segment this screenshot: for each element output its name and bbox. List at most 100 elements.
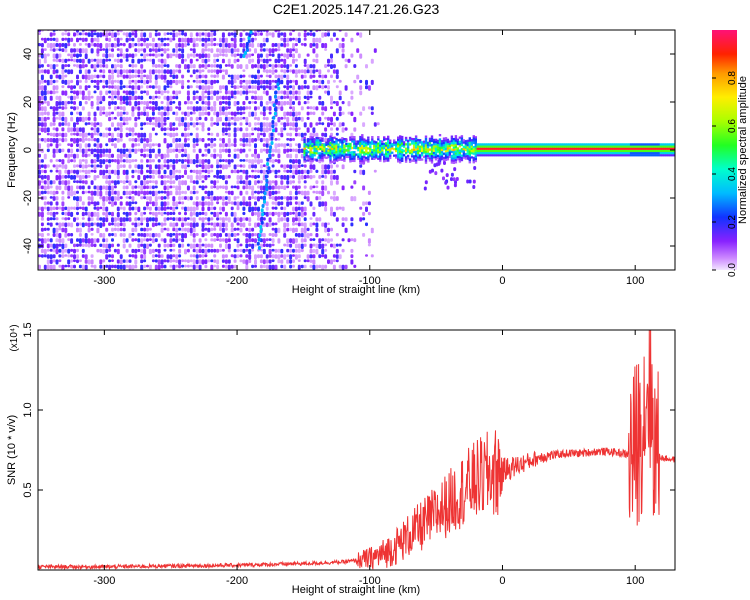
- spectrogram-cell: [40, 233, 44, 238]
- spectrogram-cell: [146, 111, 149, 117]
- spectrogram-cell: [324, 169, 328, 175]
- spectrogram-cell: [105, 211, 109, 218]
- tone-cell: [319, 137, 322, 140]
- spectrogram-cell: [46, 116, 50, 120]
- spectrogram-cell: [195, 180, 199, 185]
- tone-cell: [584, 143, 587, 146]
- spectrogram-cell: [321, 248, 325, 255]
- spectrogram-cell: [73, 153, 76, 159]
- spectrogram-cell: [251, 64, 255, 69]
- tone-cell: [468, 161, 471, 164]
- spectrogram-cell: [230, 227, 234, 233]
- spectrogram-cell: [204, 111, 208, 116]
- spectrogram-cell: [137, 233, 141, 237]
- tone-cell: [450, 139, 454, 143]
- spectrogram-cell: [350, 254, 354, 259]
- tone-cell: [574, 154, 577, 157]
- spectrogram-cell: [286, 74, 290, 80]
- tone-cell: [580, 151, 583, 155]
- tone-cell: [307, 150, 310, 154]
- tone-cell: [530, 147, 533, 150]
- spectrogram-cell: [303, 233, 307, 238]
- tone-cell: [319, 152, 322, 155]
- tone-cell: [592, 143, 595, 146]
- spectrogram-cell: [245, 264, 249, 270]
- spectrogram-cell: [169, 53, 173, 59]
- tone-cell: [506, 154, 509, 157]
- spectrogram-cell: [84, 37, 88, 42]
- spectrogram-cell: [169, 27, 172, 30]
- spectrogram-cell: [172, 101, 176, 104]
- spectrogram-cell: [315, 43, 319, 49]
- spectrogram-cell: [184, 138, 187, 143]
- tone-cell: [647, 151, 651, 155]
- spectrogram-cell: [160, 190, 164, 194]
- spectrogram-cell: [303, 169, 307, 174]
- tone-cell: [625, 145, 629, 148]
- spectrogram-cell: [93, 164, 97, 170]
- tone-cell: [665, 147, 669, 150]
- spectrogram-cell: [96, 227, 100, 234]
- spectrogram-cell: [312, 238, 316, 241]
- tone-cell: [528, 149, 531, 153]
- tone-cell: [325, 143, 328, 146]
- tone-cell: [450, 142, 454, 145]
- spectrogram-cell: [99, 148, 103, 154]
- tone-cell: [647, 149, 651, 153]
- spectrogram-cell: [362, 211, 366, 216]
- tone-cell: [331, 154, 334, 157]
- tone-cell: [349, 145, 352, 148]
- spectrogram-cell: [61, 254, 65, 258]
- tone-cell: [546, 154, 549, 157]
- spectrogram-cell: [78, 64, 82, 69]
- spectrogram-cell: [204, 264, 208, 269]
- spectrogram-cell: [131, 106, 135, 112]
- spectrogram-cell: [43, 264, 47, 270]
- spectrogram-cell: [257, 64, 260, 69]
- spectrogram-cell: [210, 95, 214, 100]
- spectrogram-cell: [262, 169, 266, 175]
- tone-cell: [538, 151, 541, 155]
- tone-cell: [484, 154, 487, 157]
- spectrogram-cell: [113, 101, 117, 105]
- tone-cell: [604, 147, 607, 150]
- spectrogram-cell: [195, 254, 199, 259]
- spectrogram-cell: [210, 201, 214, 206]
- spectrogram-cell: [38, 264, 41, 270]
- tone-cell: [582, 143, 585, 146]
- spectrogram-cell: [163, 201, 167, 207]
- tone-cell: [377, 157, 380, 160]
- spectrogram-cell: [99, 32, 103, 38]
- tone-cell: [534, 145, 537, 148]
- spectrogram-cell: [140, 180, 144, 186]
- tone-cell: [458, 155, 462, 159]
- tone-cell: [602, 143, 605, 146]
- spectrogram-cell: [239, 79, 243, 85]
- spectrogram-cell: [151, 37, 155, 42]
- tone-cell: [476, 145, 479, 148]
- tone-cell: [590, 149, 593, 153]
- tone-cell: [645, 147, 649, 150]
- tone-cell: [528, 143, 531, 146]
- spectrogram-cell: [40, 185, 44, 190]
- tone-cell: [494, 149, 497, 153]
- tone-cell: [532, 154, 535, 157]
- spectrogram-cell: [210, 222, 214, 226]
- tone-cell: [323, 147, 326, 150]
- tone-cell: [363, 138, 366, 141]
- chirp-cell: [259, 225, 263, 229]
- spectrogram-cell: [245, 85, 249, 91]
- spectrogram-cell: [134, 32, 138, 38]
- spectrogram-cell: [312, 74, 316, 78]
- tone-cell: [578, 151, 581, 155]
- spectrogram-cell: [181, 243, 185, 248]
- tone-cell: [434, 149, 438, 152]
- tone-cell: [488, 143, 491, 146]
- tone-cell: [416, 138, 420, 142]
- spectrogram-cell: [148, 32, 152, 38]
- spectrogram-cell: [257, 169, 260, 173]
- spectrogram-cell: [254, 138, 257, 142]
- spectrogram-cell: [137, 95, 141, 100]
- spectrogram-cell: [189, 264, 193, 268]
- tone-cell: [408, 160, 412, 163]
